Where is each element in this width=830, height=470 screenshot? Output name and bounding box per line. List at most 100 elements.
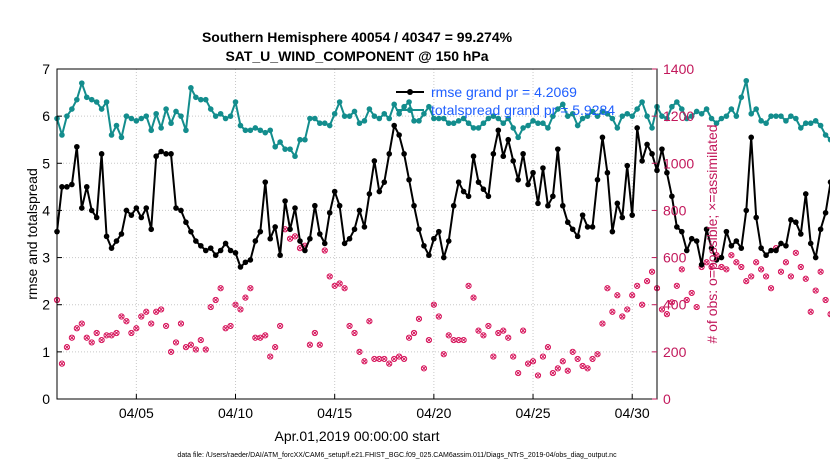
possible-obs-point [510,353,517,360]
rmse-point [733,238,740,244]
possible-obs-point [78,320,85,327]
assimilated-obs-point [352,330,357,336]
totalspread-point [807,120,814,127]
assimilated-obs-point [228,323,233,329]
totalspread-point [297,136,303,143]
possible-obs-point [242,294,249,301]
assimilated-obs-point [426,337,432,343]
rmse-point [431,235,437,242]
rmse-point [569,226,576,233]
rmse-point [297,238,303,244]
x-axis-label: Apr.01,2019 00:00:00 start [274,428,439,444]
rmse-point [550,193,556,200]
possible-obs-point [291,233,299,240]
obs-count-series [53,226,830,379]
possible-obs-point [277,322,284,330]
rmse-point [475,179,482,185]
assimilated-obs-point [575,356,581,362]
possible-obs-point [83,334,90,341]
assimilated-obs-point [491,354,496,359]
possible-obs-point [232,301,239,308]
rmse-point [817,226,824,233]
possible-obs-point [113,329,120,337]
totalspread-point [530,118,536,124]
possible-obs-point [88,339,95,346]
rmse-point [83,184,90,190]
rmse-point [495,127,502,134]
assimilated-obs-point [520,328,526,333]
assimilated-obs-point [332,283,338,289]
rmse-point [743,207,750,214]
possible-obs-point [341,285,348,292]
totalspread-point [559,101,566,108]
rmse-point [331,188,338,195]
possible-obs-point [807,308,814,315]
rmse-point [683,247,690,254]
possible-obs-point [643,278,651,285]
rmse-point [778,240,784,247]
rmse-point [574,233,581,240]
assimilated-obs-point [560,358,566,364]
assimilated-obs-point [605,285,610,291]
assimilated-obs-point [421,366,427,371]
totalspread-point [555,106,561,112]
rmse-point [202,247,209,254]
possible-obs-point [202,346,209,353]
rmse-point [490,151,497,157]
totalspread-point [773,113,779,119]
totalspread-point [406,99,412,105]
totalspread-point [346,113,353,119]
assimilated-obs-point [540,354,546,359]
totalspread-point [148,127,155,134]
assimilated-obs-point [64,344,70,350]
rmse-point [788,217,794,223]
totalspread-point [515,134,521,141]
totalspread-point [718,115,725,122]
assimilated-obs-point [545,344,551,350]
totalspread-point [619,113,626,119]
assimilated-obs-point [218,285,223,291]
rmse-point [416,226,422,233]
totalspread-point [361,118,368,124]
totalspread-point [614,125,621,131]
totalspread-point [569,110,576,117]
possible-obs-point [222,325,229,332]
rmse-point [371,158,378,164]
rmse-point [247,257,254,263]
totalspread-point [287,146,293,152]
assimilated-obs-point [208,304,214,310]
totalspread-point [351,108,358,115]
totalspread-point [237,122,244,129]
assimilated-obs-point [248,285,253,291]
rmse-point [143,205,150,211]
assimilated-obs-point [178,321,184,326]
totalspread-point [93,99,100,105]
assimilated-obs-point [243,295,248,300]
totalspread-point [202,96,209,103]
rmse-point [198,242,204,249]
totalspread-point [698,110,705,117]
assimilated-obs-point [476,328,481,333]
assimilated-obs-point [287,236,293,242]
rmse-point [639,158,645,164]
totalspread-point [644,113,650,119]
possible-obs-point [197,336,204,344]
possible-obs-point [762,273,770,280]
totalspread-point [574,122,581,129]
totalspread-point [753,106,759,112]
totalspread-point [604,110,611,117]
rmse-point [634,125,640,131]
totalspread-point [64,113,70,119]
rmse-point [530,169,536,176]
rmse-point [614,200,621,207]
assimilated-obs-point [138,314,144,319]
possible-obs-point [604,285,611,292]
possible-obs-point [361,358,368,365]
rmse-point [163,151,169,157]
rmse-point [93,214,100,221]
totalspread-point [738,94,745,101]
possible-obs-point [629,292,636,299]
assimilated-obs-point [793,250,799,256]
rmse-point [267,235,274,242]
totalspread-point [103,99,110,105]
